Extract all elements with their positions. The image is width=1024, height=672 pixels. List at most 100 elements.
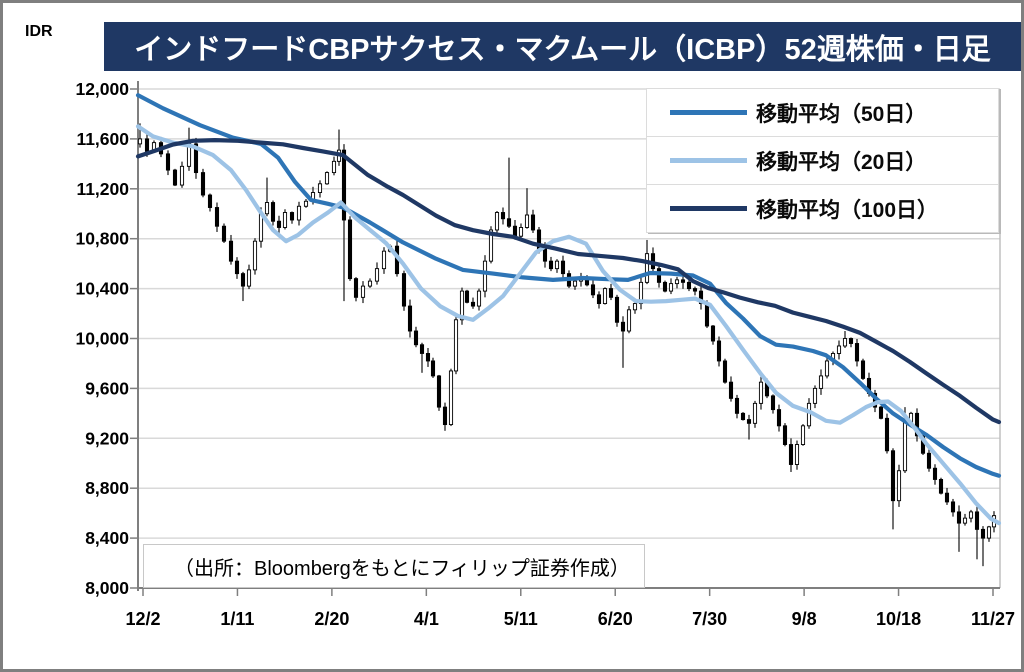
candle-body — [698, 290, 704, 305]
x-tick-label: 1/11 — [220, 609, 254, 629]
candle-body — [926, 452, 932, 469]
candle-body — [214, 207, 220, 227]
candle-body — [704, 303, 710, 327]
candle-body — [240, 273, 246, 287]
candle-body — [482, 260, 488, 292]
source-note-box: （出所：Bloombergをもとにフィリップ証券作成） — [143, 544, 645, 588]
candle-body — [890, 450, 896, 502]
candle-body — [276, 220, 282, 228]
candle-body — [962, 517, 968, 524]
candle-body — [932, 467, 938, 480]
candle-body — [331, 160, 337, 174]
y-tick-label: 9,200 — [85, 428, 129, 448]
candle-body — [303, 200, 309, 207]
legend-item-ma50: 移動平均（50日） — [646, 88, 999, 137]
candle-body — [824, 360, 830, 377]
x-tick-label: 4/1 — [414, 609, 439, 629]
candle-body — [626, 309, 632, 332]
candle-body — [836, 345, 842, 354]
candle-body — [494, 212, 500, 231]
candle-body — [317, 183, 323, 193]
candle-body — [264, 202, 270, 215]
chart-title-banner: インドフードCBPサクセス・マクムール（ICBP）52週株価・日足 — [104, 22, 1021, 71]
candle-body — [878, 406, 884, 419]
candle-body — [500, 212, 506, 220]
candle-body — [252, 240, 258, 271]
candle-body — [722, 360, 728, 383]
candle-body — [806, 402, 812, 427]
y-axis-unit-label: IDR — [25, 23, 53, 40]
x-tick-label: 7/30 — [692, 609, 727, 629]
candle-body — [596, 294, 602, 305]
candle-body — [710, 325, 716, 342]
candle-body — [234, 260, 240, 275]
legend-label-ma50: 移動平均（50日） — [756, 102, 927, 126]
candle-body — [324, 172, 330, 185]
y-tick-label: 8,400 — [85, 528, 129, 548]
candle-body — [179, 165, 185, 186]
candle-body — [680, 279, 686, 283]
y-tick-label: 10,800 — [75, 229, 129, 249]
candle-body — [656, 268, 662, 283]
candle-body — [425, 353, 431, 362]
candle-body — [488, 229, 494, 262]
candle-body — [407, 305, 413, 332]
legend-item-ma20: 移動平均（20日） — [646, 136, 999, 185]
candle-body — [413, 330, 419, 346]
candle-body — [938, 479, 944, 494]
x-tick-label: 2/20 — [314, 609, 349, 629]
candle-body — [554, 260, 560, 270]
candle-body — [296, 205, 302, 221]
y-tick-label: 10,000 — [75, 329, 129, 349]
candle-body — [644, 253, 650, 283]
candle-body — [770, 395, 776, 411]
candle-body — [782, 425, 788, 445]
candle-body — [632, 303, 638, 311]
candle-body — [638, 281, 644, 305]
candle-body — [448, 370, 454, 426]
candle-body — [374, 268, 380, 282]
candle-body — [746, 419, 752, 424]
candle-body — [172, 169, 178, 186]
candle-body — [758, 381, 764, 404]
candle-body — [662, 281, 668, 292]
candle-body — [442, 406, 448, 426]
ma20-line-swatch — [670, 158, 747, 163]
candle-body — [401, 273, 407, 307]
y-tick-label: 11,600 — [76, 129, 129, 149]
candle-body — [980, 528, 986, 539]
candle-body — [341, 149, 347, 221]
ma-line-50 — [135, 93, 1002, 478]
candle-body — [848, 338, 854, 344]
candle-body — [974, 511, 980, 530]
candle-body — [476, 290, 482, 307]
chart-title: インドフードCBPサクセス・マクムール（ICBP）52週株価・日足 — [134, 33, 991, 66]
candle-body — [144, 138, 150, 152]
candle-body — [944, 492, 950, 503]
candle-body — [524, 214, 530, 228]
candle-body — [282, 212, 288, 228]
candle-body — [512, 225, 518, 237]
ma50-line-swatch — [670, 110, 747, 115]
candle-body — [436, 375, 442, 408]
legend-label-ma20: 移動平均（20日） — [756, 150, 927, 174]
candle-body — [137, 138, 143, 145]
candle-body — [193, 143, 199, 174]
candle-body — [207, 194, 213, 208]
candle-body — [860, 360, 866, 379]
candle-body — [842, 338, 848, 347]
candle-body — [518, 227, 524, 237]
candle-body — [614, 296, 620, 323]
candle-body — [470, 301, 476, 307]
y-tick-label: 9,600 — [85, 378, 129, 398]
candle-body — [453, 319, 459, 372]
ma-line-20 — [135, 124, 1002, 526]
candle-body — [608, 288, 614, 298]
candle-body — [430, 360, 436, 377]
legend: 移動平均（50日） 移動平均（20日） 移動平均（100日） — [646, 88, 999, 233]
candle-body — [602, 288, 608, 305]
ma-line-100 — [135, 138, 1002, 425]
candle-body — [950, 501, 956, 513]
candle-body — [896, 470, 902, 502]
